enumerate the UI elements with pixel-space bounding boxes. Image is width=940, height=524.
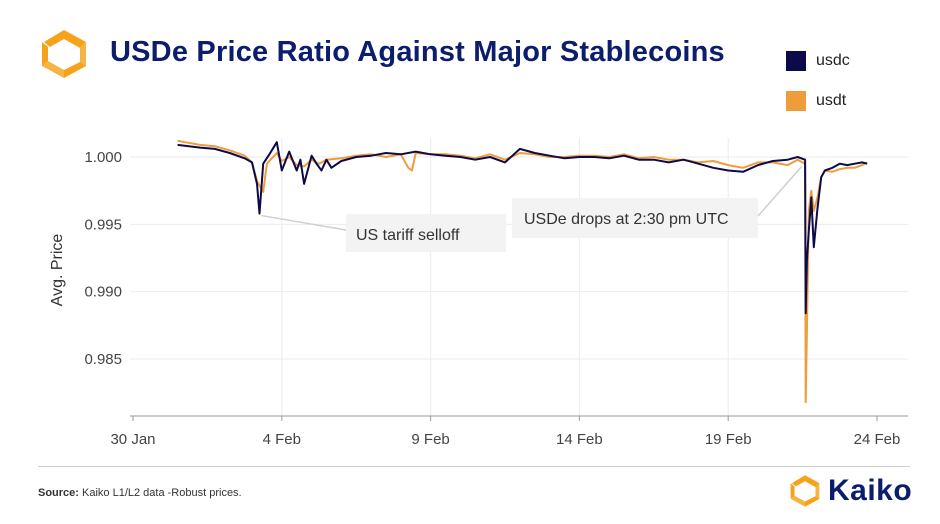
y-axis-label: Avg. Price — [49, 234, 66, 307]
annotation-box-tariff — [346, 214, 506, 252]
y-tick-label: 0.995 — [84, 216, 122, 233]
annotation-text-tariff: US tariff selloff — [356, 227, 460, 244]
y-tick-label: 0.990 — [84, 284, 122, 301]
kaiko-logo-icon — [42, 30, 86, 78]
source-text: Kaiko L1/L2 data -Robust prices. — [78, 487, 242, 499]
series-layer — [177, 139, 868, 404]
annotation-text-drop: USDe drops at 2:30 pm UTC — [524, 211, 729, 228]
x-tick-label: 9 Feb — [411, 431, 449, 448]
series-line-usdc — [177, 141, 868, 315]
axis-layer: 1.000 0.995 0.990 0.985 30 Jan 4 Feb 9 Feb 14 F… — [49, 149, 908, 448]
x-tick-label: 30 Jan — [110, 431, 155, 448]
footer-divider — [38, 466, 910, 467]
legend-label-usdc: usdc — [816, 52, 850, 69]
legend-swatch-usdt — [786, 91, 806, 111]
y-tick-label: 0.985 — [84, 351, 122, 368]
kaiko-brand: Kaiko — [788, 474, 912, 508]
brand-name: Kaiko — [828, 474, 913, 507]
source-label: Source: — [38, 487, 79, 499]
series-line-usdt — [177, 139, 868, 404]
legend-item-usdc: usdc — [786, 50, 850, 72]
legend-label-usdt: usdt — [816, 92, 847, 109]
legend-item-usdt: usdt — [786, 90, 850, 112]
line-chart: 1.000 0.995 0.990 0.985 30 Jan 4 Feb 9 Feb 14 F… — [49, 138, 908, 448]
source-note: Source: Kaiko L1/L2 data -Robust prices. — [38, 487, 242, 499]
chart-legend: usdc usdt — [786, 50, 850, 130]
x-tick-label: 24 Feb — [854, 431, 901, 448]
annotation-leader-tariff — [261, 214, 347, 231]
kaiko-brand-icon — [790, 475, 820, 507]
x-tick-label: 19 Feb — [705, 431, 752, 448]
legend-swatch-usdc — [786, 51, 806, 71]
page-title: USDe Price Ratio Against Major Stablecoi… — [110, 36, 725, 68]
x-tick-label: 4 Feb — [263, 431, 301, 448]
y-tick-label: 1.000 — [84, 149, 122, 166]
x-tick-label: 14 Feb — [556, 431, 603, 448]
annotation-leader-drop — [757, 165, 803, 217]
grid-layer — [130, 138, 908, 416]
annotation-box-drop — [512, 198, 758, 238]
annotation-layer: US tariff selloff USDe drops at 2:30 pm U… — [261, 165, 803, 252]
